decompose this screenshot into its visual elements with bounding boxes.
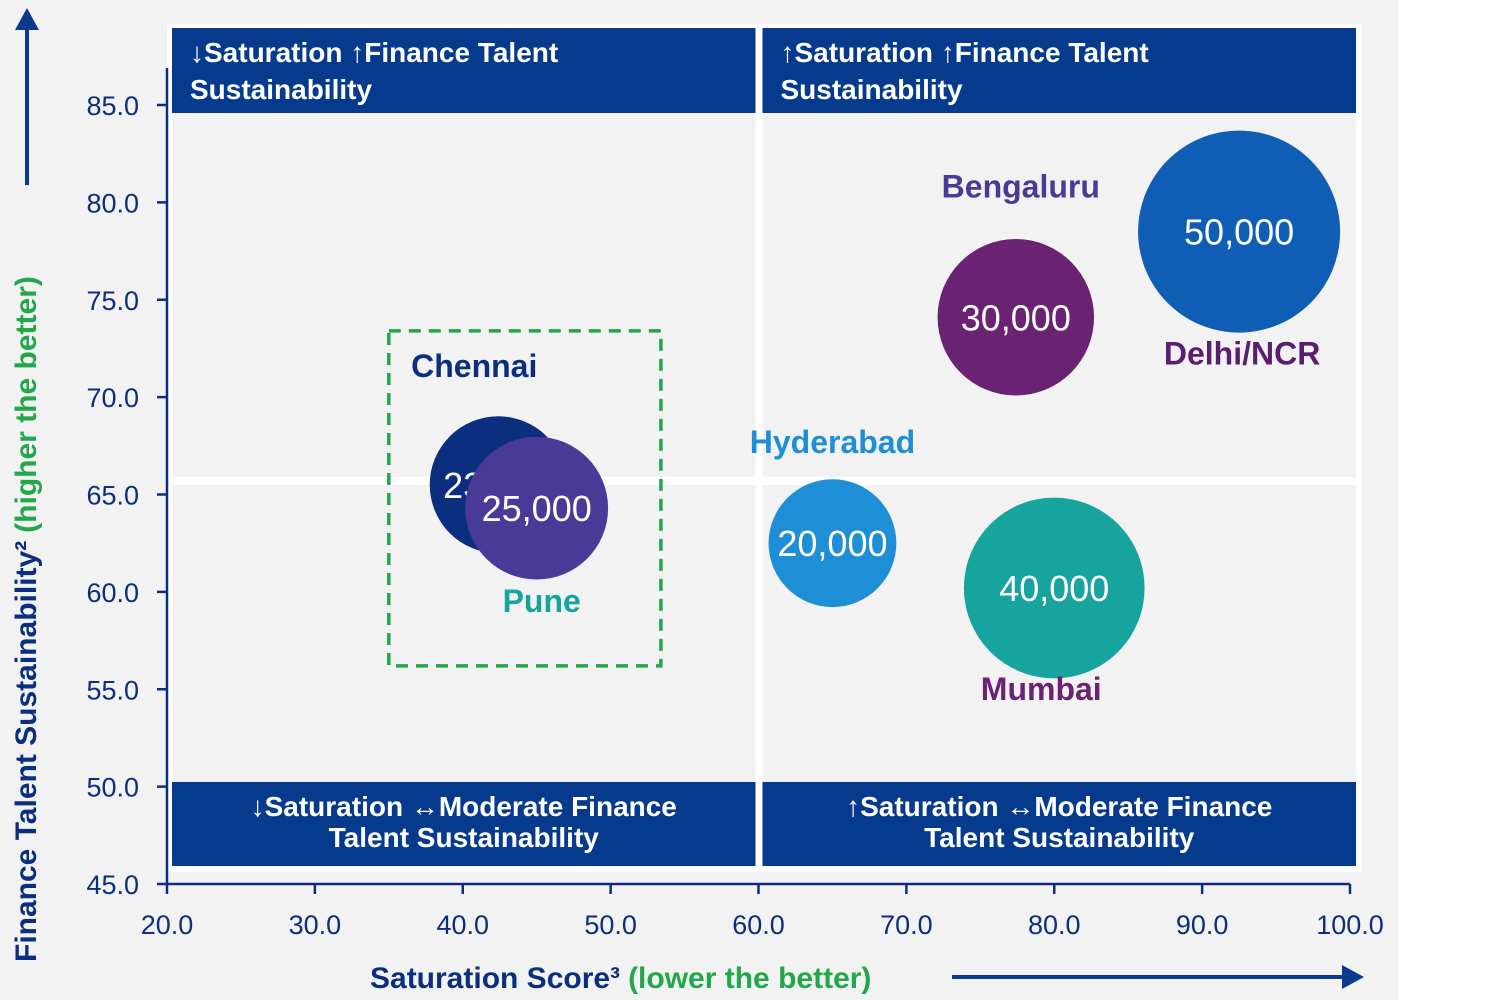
y-tick-label: 85.0 bbox=[86, 91, 139, 121]
bubbles: 23,000Chennai25,000Pune20,000Hyderabad40… bbox=[411, 130, 1341, 707]
city-label: Chennai bbox=[411, 348, 537, 384]
quadrant-label-bottom-left: ↓Saturation ↔Moderate Finance Talent Sust… bbox=[251, 791, 677, 853]
y-tick-label: 70.0 bbox=[86, 383, 139, 413]
bubble-value-label: 20,000 bbox=[777, 523, 887, 564]
y-tick-label: 75.0 bbox=[86, 286, 139, 316]
quadrant-header-top-left bbox=[172, 28, 756, 113]
quadrant-label-top-left: ↓Saturation ↑Finance Talent Sustainabilit… bbox=[190, 37, 558, 105]
bubble-circle bbox=[465, 436, 609, 580]
bubble-bengaluru: 30,000 Bengaluru bbox=[937, 168, 1100, 396]
bubble-mumbai: 40,000 Mumbai bbox=[963, 497, 1145, 707]
x-tick-label: 20.0 bbox=[141, 910, 194, 940]
quadrant-header-bottom-right bbox=[762, 782, 1356, 866]
bubble-circle bbox=[768, 479, 897, 608]
x-tick-label: 30.0 bbox=[289, 910, 342, 940]
bubble-delhincr: 50,000 Delhi/NCR bbox=[1138, 130, 1341, 372]
city-label: Hyderabad bbox=[750, 424, 915, 460]
x-tick-label: 80.0 bbox=[1028, 910, 1081, 940]
quadrant-panels: ↓Saturation ↑Finance Talent Sustainabilit… bbox=[167, 24, 1362, 872]
quadrant-header-top-right bbox=[762, 28, 1356, 113]
city-label: Mumbai bbox=[981, 671, 1102, 707]
quadrant-label-bottom-right: ↑Saturation ↔Moderate Finance Talent Sust… bbox=[846, 791, 1272, 853]
y-tick-label: 50.0 bbox=[86, 773, 139, 803]
x-axis-title: Saturation Score³ (lower the better) bbox=[370, 962, 871, 995]
y-axis-note: (higher the better) bbox=[10, 276, 43, 533]
bubble-circle bbox=[963, 497, 1145, 679]
quadrant-header-bottom-left bbox=[172, 782, 756, 866]
city-label: Pune bbox=[503, 583, 581, 619]
x-axis-note: (lower the better) bbox=[628, 962, 871, 995]
x-tick-label: 70.0 bbox=[880, 910, 933, 940]
y-axis-label: Finance Talent Sustainability² bbox=[10, 541, 43, 962]
city-label: Delhi/NCR bbox=[1164, 336, 1320, 372]
highlight-box bbox=[387, 329, 663, 668]
y-tick-label: 65.0 bbox=[86, 481, 139, 511]
bubble-value-label: 40,000 bbox=[999, 568, 1109, 609]
y-axis-title: Finance Talent Sustainability² (higher th… bbox=[10, 276, 43, 962]
bubble-value-label: 30,000 bbox=[961, 297, 1071, 338]
x-tick-label: 100.0 bbox=[1316, 910, 1384, 940]
x-tick-label: 90.0 bbox=[1176, 910, 1229, 940]
x-tick-label: 50.0 bbox=[584, 910, 637, 940]
bubble-pune: 25,000 Pune bbox=[465, 436, 609, 619]
bubble-hyderabad: 20,000 Hyderabad bbox=[750, 424, 915, 608]
y-tick-label: 60.0 bbox=[86, 578, 139, 608]
bubble-value-label: 25,000 bbox=[482, 488, 592, 529]
y-tick-label: 80.0 bbox=[86, 188, 139, 218]
axes: 45.0 50.0 55.0 60.0 65.0 70.0 75.0 80.0 85.0 20.0… bbox=[86, 68, 1384, 940]
x-tick-label: 40.0 bbox=[436, 910, 489, 940]
bubble-circle bbox=[1138, 130, 1341, 333]
highlight-group bbox=[387, 329, 663, 668]
quadrant-label-top-right: ↑Saturation ↑Finance Talent Sustainabilit… bbox=[781, 37, 1149, 105]
x-axis-arrow bbox=[952, 965, 1364, 989]
x-tick-label: 60.0 bbox=[732, 910, 785, 940]
city-label: Bengaluru bbox=[942, 168, 1100, 204]
bubble-circle bbox=[937, 239, 1095, 396]
y-tick-label: 45.0 bbox=[86, 870, 139, 900]
x-axis-label: Saturation Score³ bbox=[370, 962, 620, 995]
bubble-value-label: 50,000 bbox=[1184, 212, 1294, 253]
y-axis-arrow bbox=[15, 8, 39, 185]
y-tick-label: 55.0 bbox=[86, 675, 139, 705]
